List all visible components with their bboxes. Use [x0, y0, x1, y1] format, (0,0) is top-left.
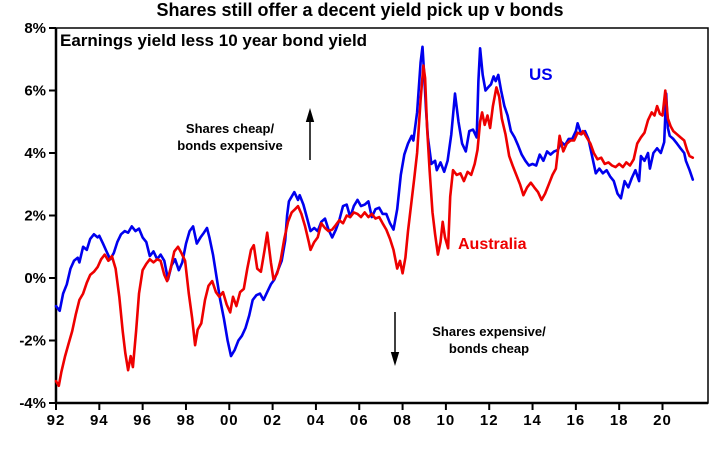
y-tick-label: 0%: [24, 270, 46, 287]
x-tick-label: 94: [90, 412, 109, 429]
plot-border: [55, 27, 709, 404]
down-arrow-head: [390, 352, 400, 366]
x-tick-label: 10: [437, 412, 456, 429]
x-tick-label: 20: [653, 412, 672, 429]
series-label-us: US: [529, 65, 553, 84]
y-tick-label: 2%: [24, 208, 46, 225]
annotation-shares-expensive-line1: Shares expensive/: [432, 324, 546, 339]
annotation-shares-expensive-line2: bonds cheap: [448, 341, 530, 356]
x-tick-label: 06: [350, 412, 369, 429]
x-tick-label: 04: [307, 412, 326, 429]
annotation-shares-cheap-line1: Shares cheap/: [185, 121, 275, 136]
x-tick-label: 14: [523, 412, 542, 429]
x-tick-label: 18: [610, 412, 629, 429]
y-tick-label: 4%: [24, 145, 46, 162]
annotation-shares-cheap-line2: bonds expensive: [177, 138, 283, 153]
series-label-australia: Australia: [458, 236, 527, 253]
x-tick-label: 98: [177, 412, 196, 429]
y-tick-label: 6%: [24, 83, 46, 100]
x-tick-label: 02: [263, 412, 282, 429]
x-tick-label: 92: [47, 412, 66, 429]
chart-subtitle: Earnings yield less 10 year bond yield: [60, 31, 368, 50]
up-arrow-head: [305, 108, 315, 122]
y-tick-label: 8%: [24, 20, 46, 37]
chart-title: Shares still offer a decent yield pick u…: [156, 0, 564, 20]
x-tick-label: 16: [567, 412, 586, 429]
series-line-australia: [54, 64, 695, 388]
x-tick-label: 12: [480, 412, 499, 429]
y-tick-label: -2%: [19, 333, 46, 350]
annotation-shares-expensive: Shares expensive/ bonds cheap: [400, 323, 578, 357]
x-tick-label: 96: [133, 412, 152, 429]
series-line-us: [54, 45, 695, 358]
x-tick-label: 08: [393, 412, 412, 429]
y-tick-label: -4%: [19, 395, 46, 412]
x-tick-label: 00: [220, 412, 239, 429]
annotation-shares-cheap: Shares cheap/ bonds expensive: [140, 120, 320, 154]
